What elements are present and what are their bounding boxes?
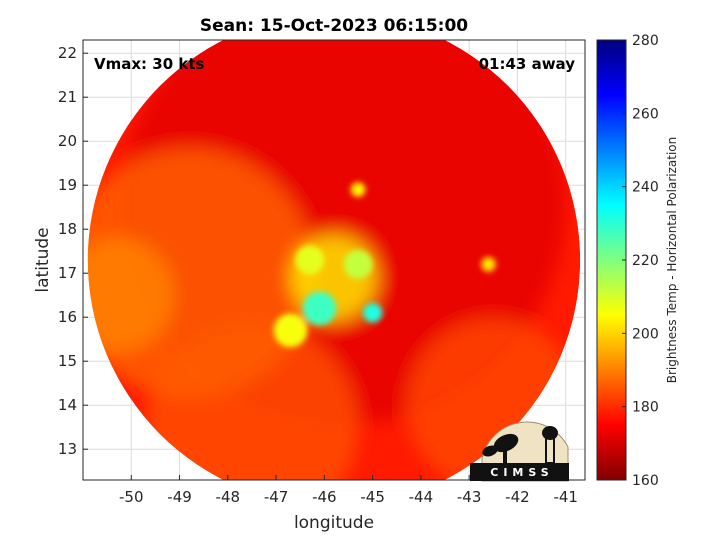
swath-feature-6 bbox=[302, 291, 337, 326]
satellite-dish-small-icon bbox=[482, 445, 498, 457]
x-axis-label: longitude bbox=[294, 513, 374, 533]
water-tower-icon bbox=[542, 426, 558, 440]
swath-feature-4 bbox=[87, 237, 175, 354]
logo-text: CIMSS bbox=[490, 466, 553, 479]
y-tick-label: 14 bbox=[58, 396, 77, 414]
logo-base-bar bbox=[470, 463, 569, 481]
vmax-annotation: Vmax: 30 kts bbox=[94, 55, 204, 73]
swath-feature-9 bbox=[295, 245, 325, 275]
swath-feature-8 bbox=[343, 249, 373, 279]
dish-stand-icon bbox=[503, 447, 507, 463]
x-tick-label: -47 bbox=[264, 488, 289, 506]
y-tick-label: 15 bbox=[58, 352, 77, 370]
y-tick-label: 13 bbox=[58, 440, 77, 458]
swath-feature-7 bbox=[362, 303, 383, 323]
colorbar-tick-label: 220 bbox=[632, 253, 659, 269]
y-axis-ticks: 13 14 15 16 17 18 19 20 21 22 bbox=[58, 44, 88, 458]
colorbar-tick-label: 240 bbox=[632, 180, 659, 196]
colorbar-tick-label: 180 bbox=[632, 400, 659, 416]
x-tick-label: -49 bbox=[167, 488, 192, 506]
tower-legs-icon bbox=[545, 437, 555, 464]
y-tick-label: 17 bbox=[58, 264, 77, 282]
x-tick-label: -46 bbox=[312, 488, 337, 506]
x-tick-label: -48 bbox=[216, 488, 241, 506]
x-tick-label: -44 bbox=[409, 488, 434, 506]
swath-convective-cores bbox=[273, 182, 496, 348]
time-away-annotation: 01:43 away bbox=[479, 55, 576, 73]
y-tick-label: 20 bbox=[58, 132, 77, 150]
colorbar-tick-label: 160 bbox=[632, 473, 659, 489]
y-tick-label: 16 bbox=[58, 308, 77, 326]
y-tick-label: 19 bbox=[58, 176, 77, 194]
x-tick-label: -45 bbox=[360, 488, 385, 506]
satellite-dish-icon bbox=[493, 433, 519, 453]
x-axis-ticks: -50 -49 -48 -47 -46 -45 -44 -43 -42 -41 bbox=[119, 475, 578, 506]
plot-frame bbox=[82, 39, 586, 481]
colorbar bbox=[596, 39, 627, 481]
swath-feature-11 bbox=[350, 182, 366, 197]
x-tick-label: -50 bbox=[119, 488, 144, 506]
x-tick-label: -41 bbox=[553, 488, 578, 506]
colorbar-tick-label: 200 bbox=[632, 326, 659, 342]
cimss-logo: CIMSS bbox=[470, 421, 569, 482]
y-tick-label: 21 bbox=[58, 88, 77, 106]
y-tick-label: 18 bbox=[58, 220, 77, 238]
y-axis-label: latitude bbox=[33, 227, 53, 292]
y-tick-label: 22 bbox=[58, 44, 77, 62]
colorbar-tick-label: 280 bbox=[632, 33, 659, 49]
x-tick-label: -43 bbox=[457, 488, 482, 506]
colorbar-tick-label: 260 bbox=[632, 106, 659, 122]
x-tick-label: -42 bbox=[505, 488, 530, 506]
swath-feature-12 bbox=[481, 257, 496, 272]
colorbar-label: Brightness Temp - Horizontal Polarizatio… bbox=[665, 137, 679, 384]
swath-feature-10 bbox=[273, 313, 308, 348]
colorbar-ticks: 160 180 200 220 240 260 280 bbox=[622, 33, 659, 489]
chart-title: Sean: 15-Oct-2023 06:15:00 bbox=[200, 16, 468, 36]
